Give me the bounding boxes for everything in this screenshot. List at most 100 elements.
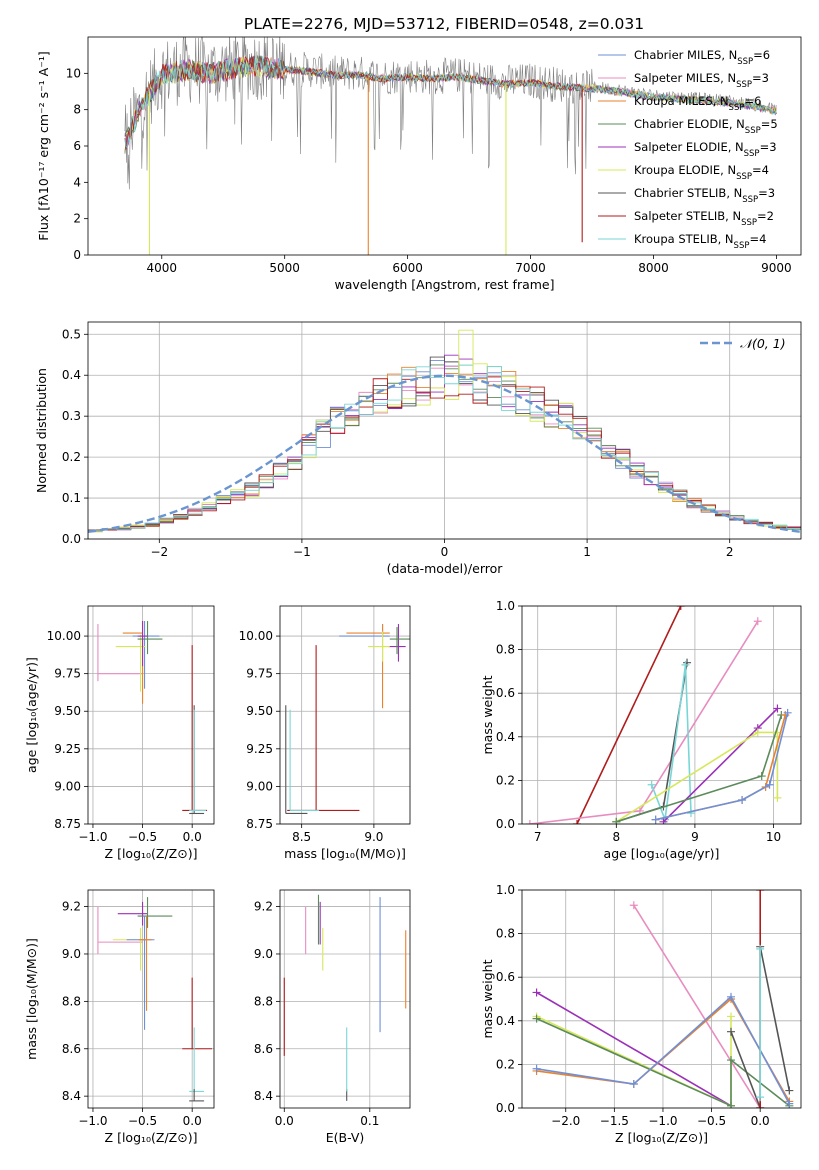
y-tick-label: 0.4 (62, 368, 81, 382)
age-vs-Z-plot-area (97, 621, 208, 815)
mass-vs-ebv-plot-area (283, 894, 407, 1101)
legend-entry: Salpeter STELIB, NSSP=2 (634, 209, 774, 228)
legend-entry: Chabrier STELIB, NSSP=3 (634, 186, 775, 205)
weight-marker (681, 660, 690, 669)
y-tick-label: 9.0 (254, 947, 273, 961)
errorbar-point (182, 977, 213, 1050)
spectrum-plot-area (124, 37, 777, 255)
weight-marker (683, 658, 692, 667)
weight-marker (753, 728, 762, 737)
x-tick-label: 7 (534, 830, 542, 844)
y-tick-label: 0.5 (62, 327, 81, 341)
errorbar-point (137, 897, 173, 928)
y-tick-label: 0 (73, 248, 81, 262)
weight-marker (532, 1014, 541, 1023)
weight-marker (727, 1101, 736, 1108)
x-tick-label: 6000 (392, 261, 423, 275)
model-spectrum-chabrier-stelib (124, 55, 777, 137)
x-tick-label: 5000 (269, 261, 300, 275)
legend-entry: Kroupa MILES, NSSP=6 (634, 94, 761, 113)
axes-frame (279, 889, 411, 1109)
model-spectrum-kroupa-stelib (124, 56, 777, 149)
errorbar-point (346, 624, 390, 709)
x-tick-label: 4000 (146, 261, 177, 275)
weight-marker (686, 809, 695, 818)
weight-marker (753, 617, 762, 626)
legend-entry: Salpeter ELODIE, NSSP=3 (634, 140, 777, 159)
x-tick-label: −0.5 (697, 1114, 726, 1128)
weight-line (655, 712, 789, 821)
x-axis-label: (data-model)/error (387, 561, 504, 576)
y-tick-label: 8.4 (62, 1089, 81, 1103)
weight-line (633, 904, 761, 1108)
x-axis-label: wavelength [Angstrom, rest frame] (334, 277, 554, 292)
weight-marker (756, 890, 765, 894)
x-tick-label: 9.0 (364, 830, 383, 844)
y-tick-label: 6 (73, 139, 81, 153)
weight-line (576, 606, 682, 824)
weight-marker (757, 772, 766, 781)
x-tick-label: −1.5 (600, 1114, 629, 1128)
weight-marker (727, 1027, 736, 1036)
errorbar-point (189, 1027, 205, 1092)
weight-line (529, 620, 759, 824)
y-tick-label: 0.8 (496, 927, 515, 941)
weight-vs-Z-panel: −2.0 −1.5 −1.0 −0.5 0.0 0.0 0.2 0.4 0.6 0.8 1.0 Z [… (480, 883, 802, 1145)
histogram-peak-bin (458, 329, 474, 384)
histogram-kroupa-elodie (88, 363, 801, 539)
legend-entry: Kroupa ELODIE, NSSP=4 (634, 163, 769, 182)
y-axis-label: mass [log₁₀(M/M⊙)] (24, 938, 39, 1060)
mass-vs-ebv-panel: 0.0 0.1 8.4 8.6 8.8 9.0 9.2 E(B-V) (254, 889, 411, 1145)
errorbar-point (138, 916, 152, 1011)
age-vs-mass-plot-area (285, 624, 410, 815)
legend-entry: Chabrier ELODIE, NSSP=5 (634, 117, 778, 136)
errorbar-point (115, 634, 146, 692)
y-tick-label: 10 (66, 66, 81, 80)
weight-marker (532, 988, 541, 997)
weight-vs-age-panel: 7 8 9 10 0.0 0.2 0.4 0.6 0.8 1.0 age [log₁₀(age/yr… (480, 599, 802, 861)
errorbar-point (189, 705, 205, 815)
errorbar-point (97, 624, 143, 682)
weight-marker (676, 606, 685, 610)
errorbar-point (368, 631, 390, 662)
x-tick-label: 0 (441, 545, 449, 559)
weight-series-kroupa-elodie (532, 1012, 736, 1108)
x-axis-label: Z [log₁₀(Z/Z⊙)] (105, 846, 198, 861)
age-vs-Z-panel: −1.0 −0.5 0.0 8.75 9.00 9.25 9.50 9.75 10.00 Z [l… (24, 605, 215, 861)
x-tick-label: 8000 (638, 261, 669, 275)
x-tick-label: 10 (766, 830, 781, 844)
y-tick-label: 8.75 (54, 817, 81, 831)
y-tick-label: 9.25 (246, 742, 273, 756)
weight-marker (727, 1056, 736, 1065)
errorbar-point (132, 621, 160, 689)
x-tick-label: 0.0 (183, 1114, 202, 1128)
x-tick-label: 8 (612, 830, 620, 844)
y-tick-label: 0.8 (496, 643, 515, 657)
residuals-panel: −2 −1 0 1 2 0.0 0.1 0.2 0.3 0.4 0.5 𝒩(0, 1) (data-mo… (34, 321, 802, 576)
x-tick-label: 1 (583, 545, 591, 559)
spectrum-legend: Chabrier MILES, NSSP=6 Salpeter MILES, NS… (598, 48, 778, 251)
x-tick-label: 0.0 (183, 830, 202, 844)
weight-series-salpeter-elodie (532, 988, 736, 1108)
errorbar-point (97, 906, 143, 954)
weight-series-kroupa-stelib (647, 660, 695, 824)
x-tick-label: 7000 (515, 261, 546, 275)
axes-frame (521, 889, 802, 1109)
y-tick-label: 0.2 (496, 773, 515, 787)
weight-line (616, 662, 688, 823)
x-tick-label: −2 (150, 545, 168, 559)
y-tick-label: 9.2 (62, 900, 81, 914)
residuals-plot-area (88, 329, 801, 539)
weight-series-salpeter-elodie (659, 704, 782, 824)
axes-frame (279, 605, 411, 825)
y-tick-label: 0.0 (496, 1101, 515, 1115)
weight-line (536, 991, 732, 1107)
figure-title: PLATE=2276, MJD=53712, FIBERID=0548, z=0… (244, 15, 644, 33)
legend-entry: Chabrier MILES, NSSP=6 (634, 48, 770, 67)
weight-marker (629, 1080, 638, 1089)
y-tick-label: 9.75 (246, 667, 273, 681)
y-axis-label: age [log₁₀(age/yr)] (24, 657, 39, 773)
weight-marker (756, 1093, 765, 1102)
x-tick-label: 0.1 (360, 1114, 379, 1128)
